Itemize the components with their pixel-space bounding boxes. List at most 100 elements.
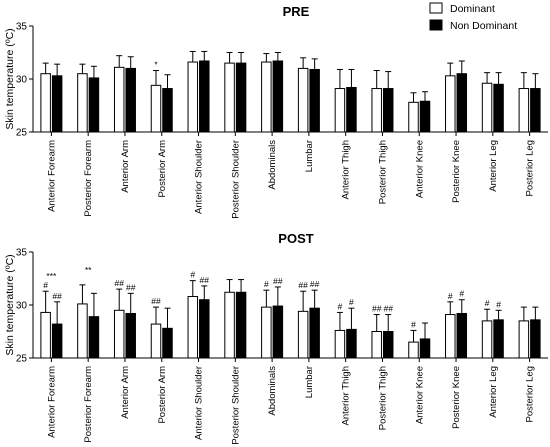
bar-non-dominant — [419, 100, 431, 133]
bar-non-dominant — [382, 331, 394, 359]
bar-dominant — [187, 61, 199, 133]
significance-marker: ## — [151, 296, 161, 306]
x-tick-label: Anterior Thigh — [341, 366, 352, 426]
x-tick-label: Anterior Shoulder — [194, 140, 205, 214]
x-tick-label: Posterior Forearm — [83, 140, 94, 217]
x-tick-label: Anterior Leg — [488, 366, 499, 418]
significance-marker: # — [190, 270, 195, 280]
bar-dominant — [187, 296, 199, 359]
x-tick-label: Anterior Knee — [414, 366, 425, 424]
bar-non-dominant — [162, 327, 173, 359]
bar-dominant — [150, 323, 162, 359]
post-chart-title: POST — [278, 231, 313, 246]
x-tick-label: Posterior Leg — [525, 140, 536, 197]
significance-marker: # — [43, 280, 48, 290]
legend-swatch-non-dominant — [429, 19, 443, 31]
bar-dominant — [408, 101, 419, 133]
bar-dominant — [334, 88, 346, 133]
x-tick-label: Anterior Arm — [120, 140, 131, 193]
x-tick-label: Abdominals — [267, 140, 278, 190]
significance-marker: # — [448, 291, 453, 301]
bar-dominant — [408, 341, 419, 359]
x-tick-label: Lumbar — [304, 366, 315, 398]
x-tick-label: Abdominals — [267, 366, 278, 416]
x-tick-label: Lumbar — [304, 140, 315, 172]
y-tick-label: 35 — [16, 22, 28, 33]
significance-marker: # — [485, 298, 490, 308]
bar-non-dominant — [493, 83, 504, 133]
legend-swatch-dominant — [429, 2, 443, 14]
bar-non-dominant — [51, 75, 63, 133]
bar-non-dominant — [493, 319, 504, 359]
pre-chart: 25 30 35 Anterior Forearm Posterior Forearm A… — [16, 22, 548, 219]
significance-marker: ## — [114, 278, 124, 288]
x-tick-label: Posterior Arm — [157, 140, 168, 198]
x-tick-label: Posterior Thigh — [377, 366, 388, 430]
significance-marker: # — [349, 297, 354, 307]
bar-non-dominant — [235, 291, 247, 359]
bar-non-dominant — [530, 319, 541, 359]
x-tick-label: Anterior Shoulder — [194, 366, 205, 440]
significance-marker: ## — [372, 304, 382, 314]
bar-dominant — [261, 306, 272, 359]
legend-label-non-dominant: Non Dominant — [450, 20, 517, 32]
significance-marker: ## — [273, 276, 283, 286]
bar-dominant — [445, 314, 456, 359]
bar-dominant — [224, 291, 235, 359]
bar-dominant — [77, 73, 88, 133]
significance-marker: # — [411, 319, 416, 329]
bar-non-dominant — [456, 73, 468, 133]
significance-marker: * — [154, 60, 158, 70]
significance-marker: ## — [200, 275, 210, 285]
x-tick-label: Anterior Knee — [414, 140, 425, 198]
y-tick-label: 25 — [16, 128, 28, 139]
x-tick-label: Anterior Forearm — [46, 140, 57, 212]
y-tick-label: 30 — [16, 301, 28, 312]
bar-dominant — [150, 84, 162, 133]
x-tick-label: Anterior Leg — [488, 140, 499, 192]
bar-non-dominant — [272, 60, 284, 133]
x-tick-label: Posterior Thigh — [377, 140, 388, 204]
bar-dominant — [113, 309, 125, 359]
bar-dominant — [445, 75, 456, 133]
significance-marker: # — [264, 279, 269, 289]
bar-non-dominant — [530, 88, 541, 133]
significance-marker: ## — [126, 282, 136, 292]
significance-marker: ## — [383, 304, 393, 314]
y-tick-label: 35 — [16, 248, 28, 259]
pair-significance-marker: *** — [46, 271, 57, 281]
legend: Dominant Non Dominant — [429, 2, 517, 32]
bar-non-dominant — [346, 86, 357, 133]
x-tick-label: Posterior Arm — [157, 366, 168, 424]
x-tick-label: Posterior Knee — [451, 366, 462, 429]
bar-dominant — [77, 303, 88, 359]
significance-marker: ## — [298, 280, 308, 290]
bar-dominant — [224, 62, 235, 133]
bar-non-dominant — [309, 68, 320, 133]
bar-dominant — [371, 331, 382, 359]
bar-dominant — [518, 88, 530, 133]
legend-label-dominant: Dominant — [450, 3, 495, 15]
y-tick-label: 30 — [16, 75, 28, 86]
bar-non-dominant — [419, 338, 431, 359]
bar-dominant — [297, 67, 309, 133]
bar-non-dominant — [88, 316, 100, 359]
pre-chart-title: PRE — [283, 4, 310, 19]
bar-dominant — [481, 82, 493, 133]
bar-non-dominant — [235, 62, 247, 133]
pre-y-axis-label: Skin temperature (ºC) — [4, 28, 16, 129]
bar-non-dominant — [309, 307, 320, 359]
bar-non-dominant — [456, 312, 468, 359]
bar-non-dominant — [88, 77, 100, 133]
bar-dominant — [334, 329, 346, 359]
significance-marker: # — [459, 289, 464, 299]
x-tick-label: Anterior Forearm — [46, 366, 57, 438]
bar-dominant — [40, 311, 51, 359]
post-y-axis-label: Skin temperature (ºC) — [4, 254, 16, 355]
significance-marker: # — [496, 299, 501, 309]
pair-significance-marker: ** — [85, 265, 92, 275]
x-tick-label: Anterior Arm — [120, 366, 131, 419]
x-tick-label: Posterior Forearm — [83, 366, 94, 443]
bar-non-dominant — [125, 312, 136, 359]
